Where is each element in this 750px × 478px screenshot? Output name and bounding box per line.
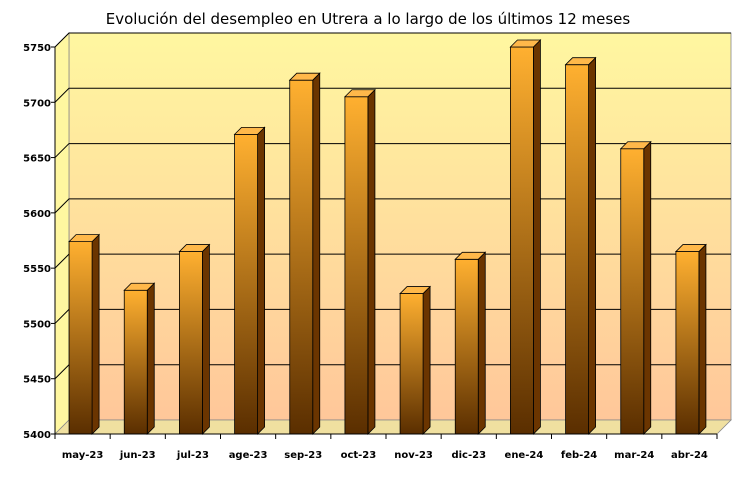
bar-side — [146, 282, 155, 435]
bar — [399, 285, 432, 435]
bar-side — [312, 72, 321, 435]
bar — [564, 56, 597, 435]
y-tick-label: 5450 — [23, 375, 51, 386]
bar-front — [510, 46, 534, 435]
x-tick-label: jun-23 — [119, 450, 156, 461]
y-tick-label: 5650 — [23, 154, 51, 165]
bar-front — [68, 241, 93, 435]
bar — [509, 39, 542, 435]
bar-side — [91, 233, 100, 435]
bar-front — [289, 79, 314, 435]
bar-front — [123, 289, 148, 435]
bar-top — [509, 39, 542, 48]
bar-front — [179, 251, 203, 435]
bar-side — [367, 88, 376, 435]
y-tick-label: 5750 — [23, 43, 51, 54]
y-tick-label: 5400 — [23, 430, 51, 441]
bar-top — [233, 126, 266, 135]
bar — [123, 282, 156, 435]
bar-top — [343, 89, 376, 98]
bar — [343, 88, 376, 435]
bar-front — [620, 148, 645, 435]
gridline — [54, 32, 731, 48]
bar-top — [123, 282, 156, 291]
bar-top — [619, 141, 652, 150]
y-tick-label: 5600 — [23, 209, 51, 220]
bar — [288, 72, 321, 435]
bar-front — [399, 293, 424, 435]
bar — [619, 140, 652, 435]
bar-side — [257, 126, 265, 435]
x-tick-label: mar-24 — [614, 450, 654, 461]
bar-top — [288, 72, 321, 81]
x-tick-label: may-23 — [62, 450, 103, 461]
bar-side — [643, 140, 652, 435]
bar-front — [565, 64, 589, 435]
side-wall — [54, 32, 70, 435]
bar-top — [454, 251, 487, 260]
bar-side — [422, 285, 431, 435]
x-tick-label: ene-24 — [505, 450, 544, 461]
bar-side — [477, 251, 486, 435]
bar — [674, 243, 707, 435]
y-tick-label: 5700 — [23, 98, 51, 109]
bar-front — [454, 258, 479, 435]
bar-front — [234, 133, 258, 435]
y-axis: 5400 5450 5500 5550 5600 5650 5700 5750 — [23, 43, 56, 441]
x-tick-label: jul-23 — [176, 450, 209, 461]
x-axis: may-23 jun-23 jul-23 age-23 sep-23 oct-23 nov-… — [54, 433, 718, 461]
bar-top — [178, 244, 211, 252]
bar-top — [564, 57, 597, 66]
bar-front — [675, 251, 700, 435]
bar-front — [344, 96, 369, 435]
bar — [233, 126, 266, 435]
x-tick-label: dic-23 — [451, 450, 486, 461]
chart-title: Evolución del desempleo en Utrera a lo l… — [106, 10, 631, 28]
bar — [68, 233, 101, 435]
x-tick-label: feb-24 — [561, 450, 597, 461]
x-tick-label: sep-23 — [284, 450, 322, 461]
bars — [68, 39, 707, 435]
y-tick-label: 5500 — [23, 319, 51, 330]
bar-top — [674, 244, 707, 252]
bar-side — [698, 243, 707, 435]
y-tick-label: 5550 — [23, 264, 51, 275]
bar — [454, 251, 487, 435]
x-tick-label: age-23 — [229, 450, 268, 461]
bar-side — [533, 39, 541, 435]
x-tick-label: nov-23 — [394, 450, 433, 461]
x-tick-label: oct-23 — [341, 450, 377, 461]
bar-top — [68, 234, 101, 243]
bar-top — [399, 286, 432, 294]
bar — [178, 243, 211, 435]
bar-side — [202, 243, 210, 435]
x-tick-label: abr-24 — [671, 450, 708, 461]
bar-side — [588, 56, 596, 435]
